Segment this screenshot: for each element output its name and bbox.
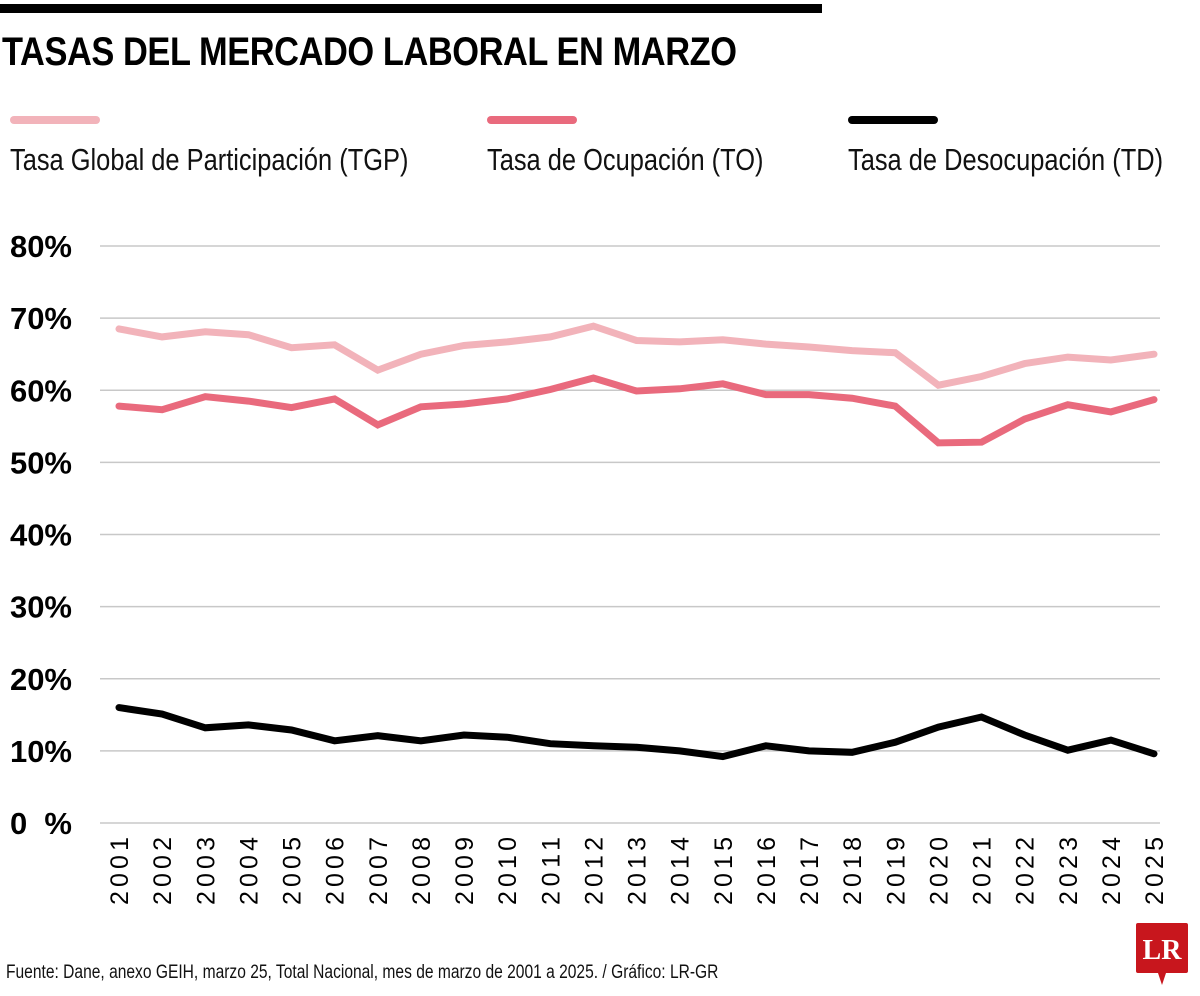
x-tick-label: 2010: [494, 837, 522, 905]
legend-label: Tasa de Ocupación (TO): [487, 142, 764, 177]
x-tick-label: 2020: [925, 837, 953, 905]
series-line-td: [115, 704, 1158, 761]
x-tick-label: 2013: [624, 837, 652, 905]
y-tick-label: 30%: [10, 590, 72, 625]
x-tick-label: 2003: [192, 837, 220, 905]
lr-logo: LR: [1136, 923, 1188, 985]
x-tick-label: 2024: [1098, 837, 1126, 905]
legend-label: Tasa Global de Participación (TGP): [10, 142, 409, 177]
x-tick-label: 2023: [1055, 837, 1083, 905]
x-tick-label: 2016: [753, 837, 781, 905]
legend-item-td: Tasa de Desocupación (TD): [848, 116, 1200, 178]
x-tick-label: 2014: [667, 837, 695, 905]
y-tick-label: 60%: [10, 373, 72, 408]
chart-title: TASAS DEL MERCADO LABORAL EN MARZO: [2, 30, 737, 74]
x-tick-label: 2018: [839, 837, 867, 905]
source-note: Fuente: Dane, anexo GEIH, marzo 25, Tota…: [6, 962, 719, 983]
legend-item-tgp: Tasa Global de Participación (TGP): [10, 116, 496, 178]
legend-label: Tasa de Desocupación (TD): [848, 142, 1164, 177]
x-tick-label: 2019: [882, 837, 910, 905]
x-tick-label: 2022: [1012, 837, 1040, 905]
legend-swatch: [487, 116, 577, 124]
x-tick-label: 2001: [106, 837, 134, 905]
x-tick-label: 2011: [537, 837, 565, 905]
y-tick-label: 40%: [10, 518, 72, 553]
y-tick-label: 80%: [10, 229, 72, 264]
x-tick-label: 2009: [451, 837, 479, 905]
x-tick-label: 2021: [969, 837, 997, 905]
series-line-to: [115, 374, 1158, 447]
svg-text:LR: LR: [1143, 935, 1183, 966]
x-tick-label: 2006: [322, 837, 350, 905]
y-tick-label: 70%: [10, 301, 72, 336]
x-tick-label: 2015: [710, 837, 738, 905]
series-line-tgp: [115, 322, 1158, 389]
x-tick-label: 2008: [408, 837, 436, 905]
x-tick-label: 2002: [149, 837, 177, 905]
legend-swatch: [10, 116, 100, 124]
y-tick-label: 10%: [10, 734, 72, 769]
y-tick-label: 0%: [10, 806, 72, 841]
x-tick-label: 2005: [279, 837, 307, 905]
y-tick-label: 20%: [10, 662, 72, 697]
x-tick-label: 2004: [235, 837, 263, 905]
legend-item-to: Tasa de Ocupación (TO): [487, 116, 824, 178]
y-tick-label: 50%: [10, 445, 72, 480]
x-tick-label: 2007: [365, 837, 393, 905]
x-tick-label: 2017: [796, 837, 824, 905]
x-tick-label: 2025: [1141, 837, 1169, 905]
top-rule: [0, 4, 822, 13]
x-tick-label: 2012: [580, 837, 608, 905]
legend-swatch: [848, 116, 938, 124]
